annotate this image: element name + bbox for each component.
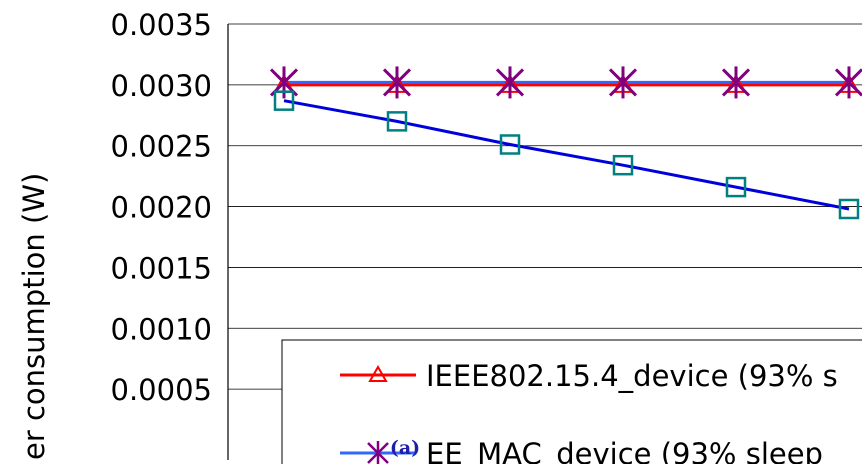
- data-point: [386, 111, 408, 132]
- legend-star-icon: [367, 441, 389, 464]
- y-tick-labels: 0.0035 0.0030 0.0025 0.0020 0.0015 0.0010 0.00…: [111, 8, 212, 407]
- y-tick-label: 0.0030: [111, 69, 212, 103]
- series-line: [283, 99, 850, 211]
- y-tick-label: 0.0025: [111, 130, 212, 164]
- legend-label-ieee: IEEE802.15.4_device (93% s: [426, 359, 838, 393]
- data-point: [721, 66, 751, 99]
- data-point: [608, 66, 638, 99]
- y-tick-label: 0.0005: [111, 373, 212, 407]
- y-tick-label: 0.0015: [111, 251, 212, 285]
- grid-lines: [228, 23, 862, 390]
- data-point: [612, 154, 634, 176]
- legend-label-eemac: EE_MAC_device (93% sleep: [426, 437, 823, 464]
- data-point: [499, 134, 521, 155]
- legend-item-ieee: IEEE802.15.4_device (93% s: [340, 359, 838, 393]
- y-tick-label: 0.0035: [111, 8, 212, 42]
- series: [269, 66, 862, 220]
- y-tick-label: 0.0020: [111, 191, 212, 225]
- data-point: [495, 66, 525, 99]
- data-point: [834, 66, 862, 99]
- data-point: [838, 198, 860, 220]
- legend-item-eemac: EE_MAC_device (93% sleep: [340, 437, 823, 464]
- data-point: [382, 66, 412, 99]
- legend: IEEE802.15.4_device (93% s EE_MAC_device…: [281, 339, 862, 464]
- figure-caption: (a): [389, 437, 421, 459]
- legend-triangle-icon: [368, 364, 388, 382]
- data-point: [725, 176, 747, 198]
- y-axis-label: er consumption (W): [17, 173, 51, 460]
- data-point: [273, 90, 295, 111]
- y-tick-label: 0.0010: [111, 312, 212, 346]
